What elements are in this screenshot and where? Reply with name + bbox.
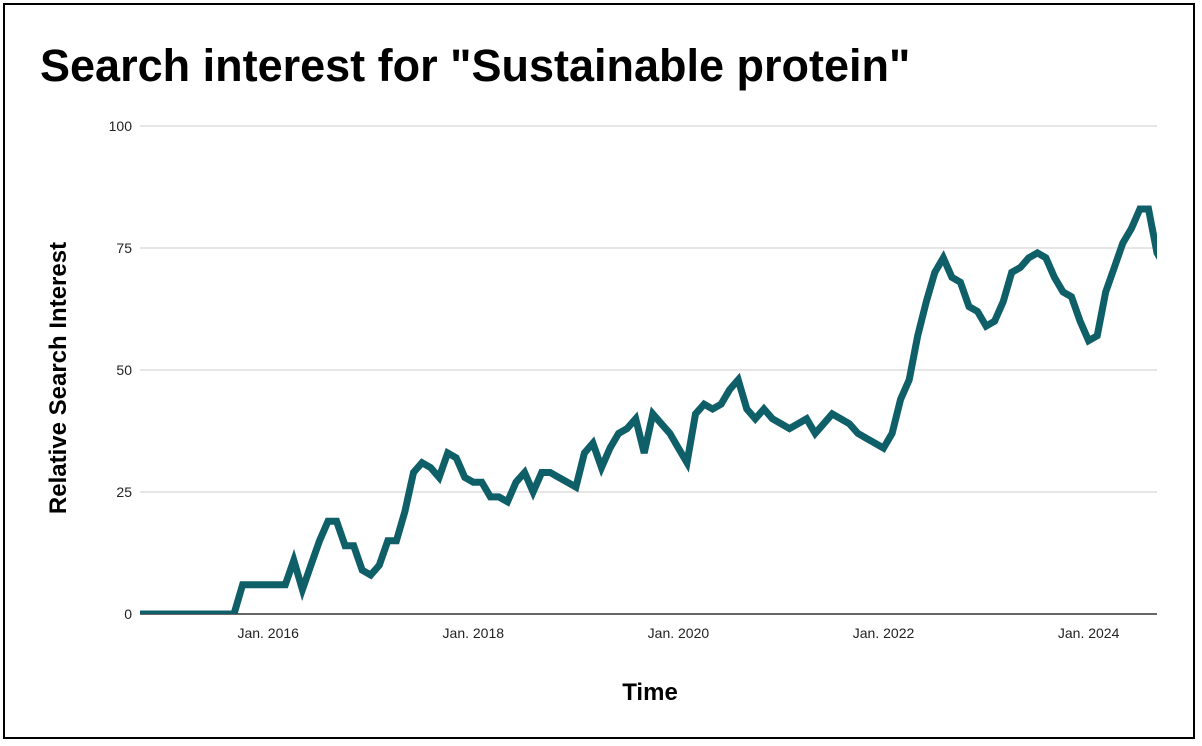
x-axis-ticks: Jan. 2016 Jan. 2018 Jan. 2020 Jan. 2022 Jan.… [237,625,1119,641]
y-axis-ticks: 0 25 50 75 100 [109,118,133,622]
y-tick-label: 100 [109,118,133,134]
x-tick-label: Jan. 2016 [237,625,299,641]
x-axis-title: Time [622,679,678,706]
y-tick-label: 25 [116,484,132,500]
x-tick-label: Jan. 2020 [648,625,710,641]
y-tick-label: 75 [116,240,132,256]
x-tick-label: Jan. 2018 [443,625,505,641]
series-line-0 [140,205,1157,614]
y-tick-label: 50 [116,362,132,378]
chart-title: Search interest for "Sustainable protein… [40,40,911,91]
y-tick-label: 0 [124,606,132,622]
x-tick-label: Jan. 2024 [1058,625,1120,641]
y-axis-title: Relative Search Interest [45,242,72,514]
series-group [140,205,1157,614]
x-tick-label: Jan. 2022 [853,625,915,641]
gridlines [140,125,1157,615]
